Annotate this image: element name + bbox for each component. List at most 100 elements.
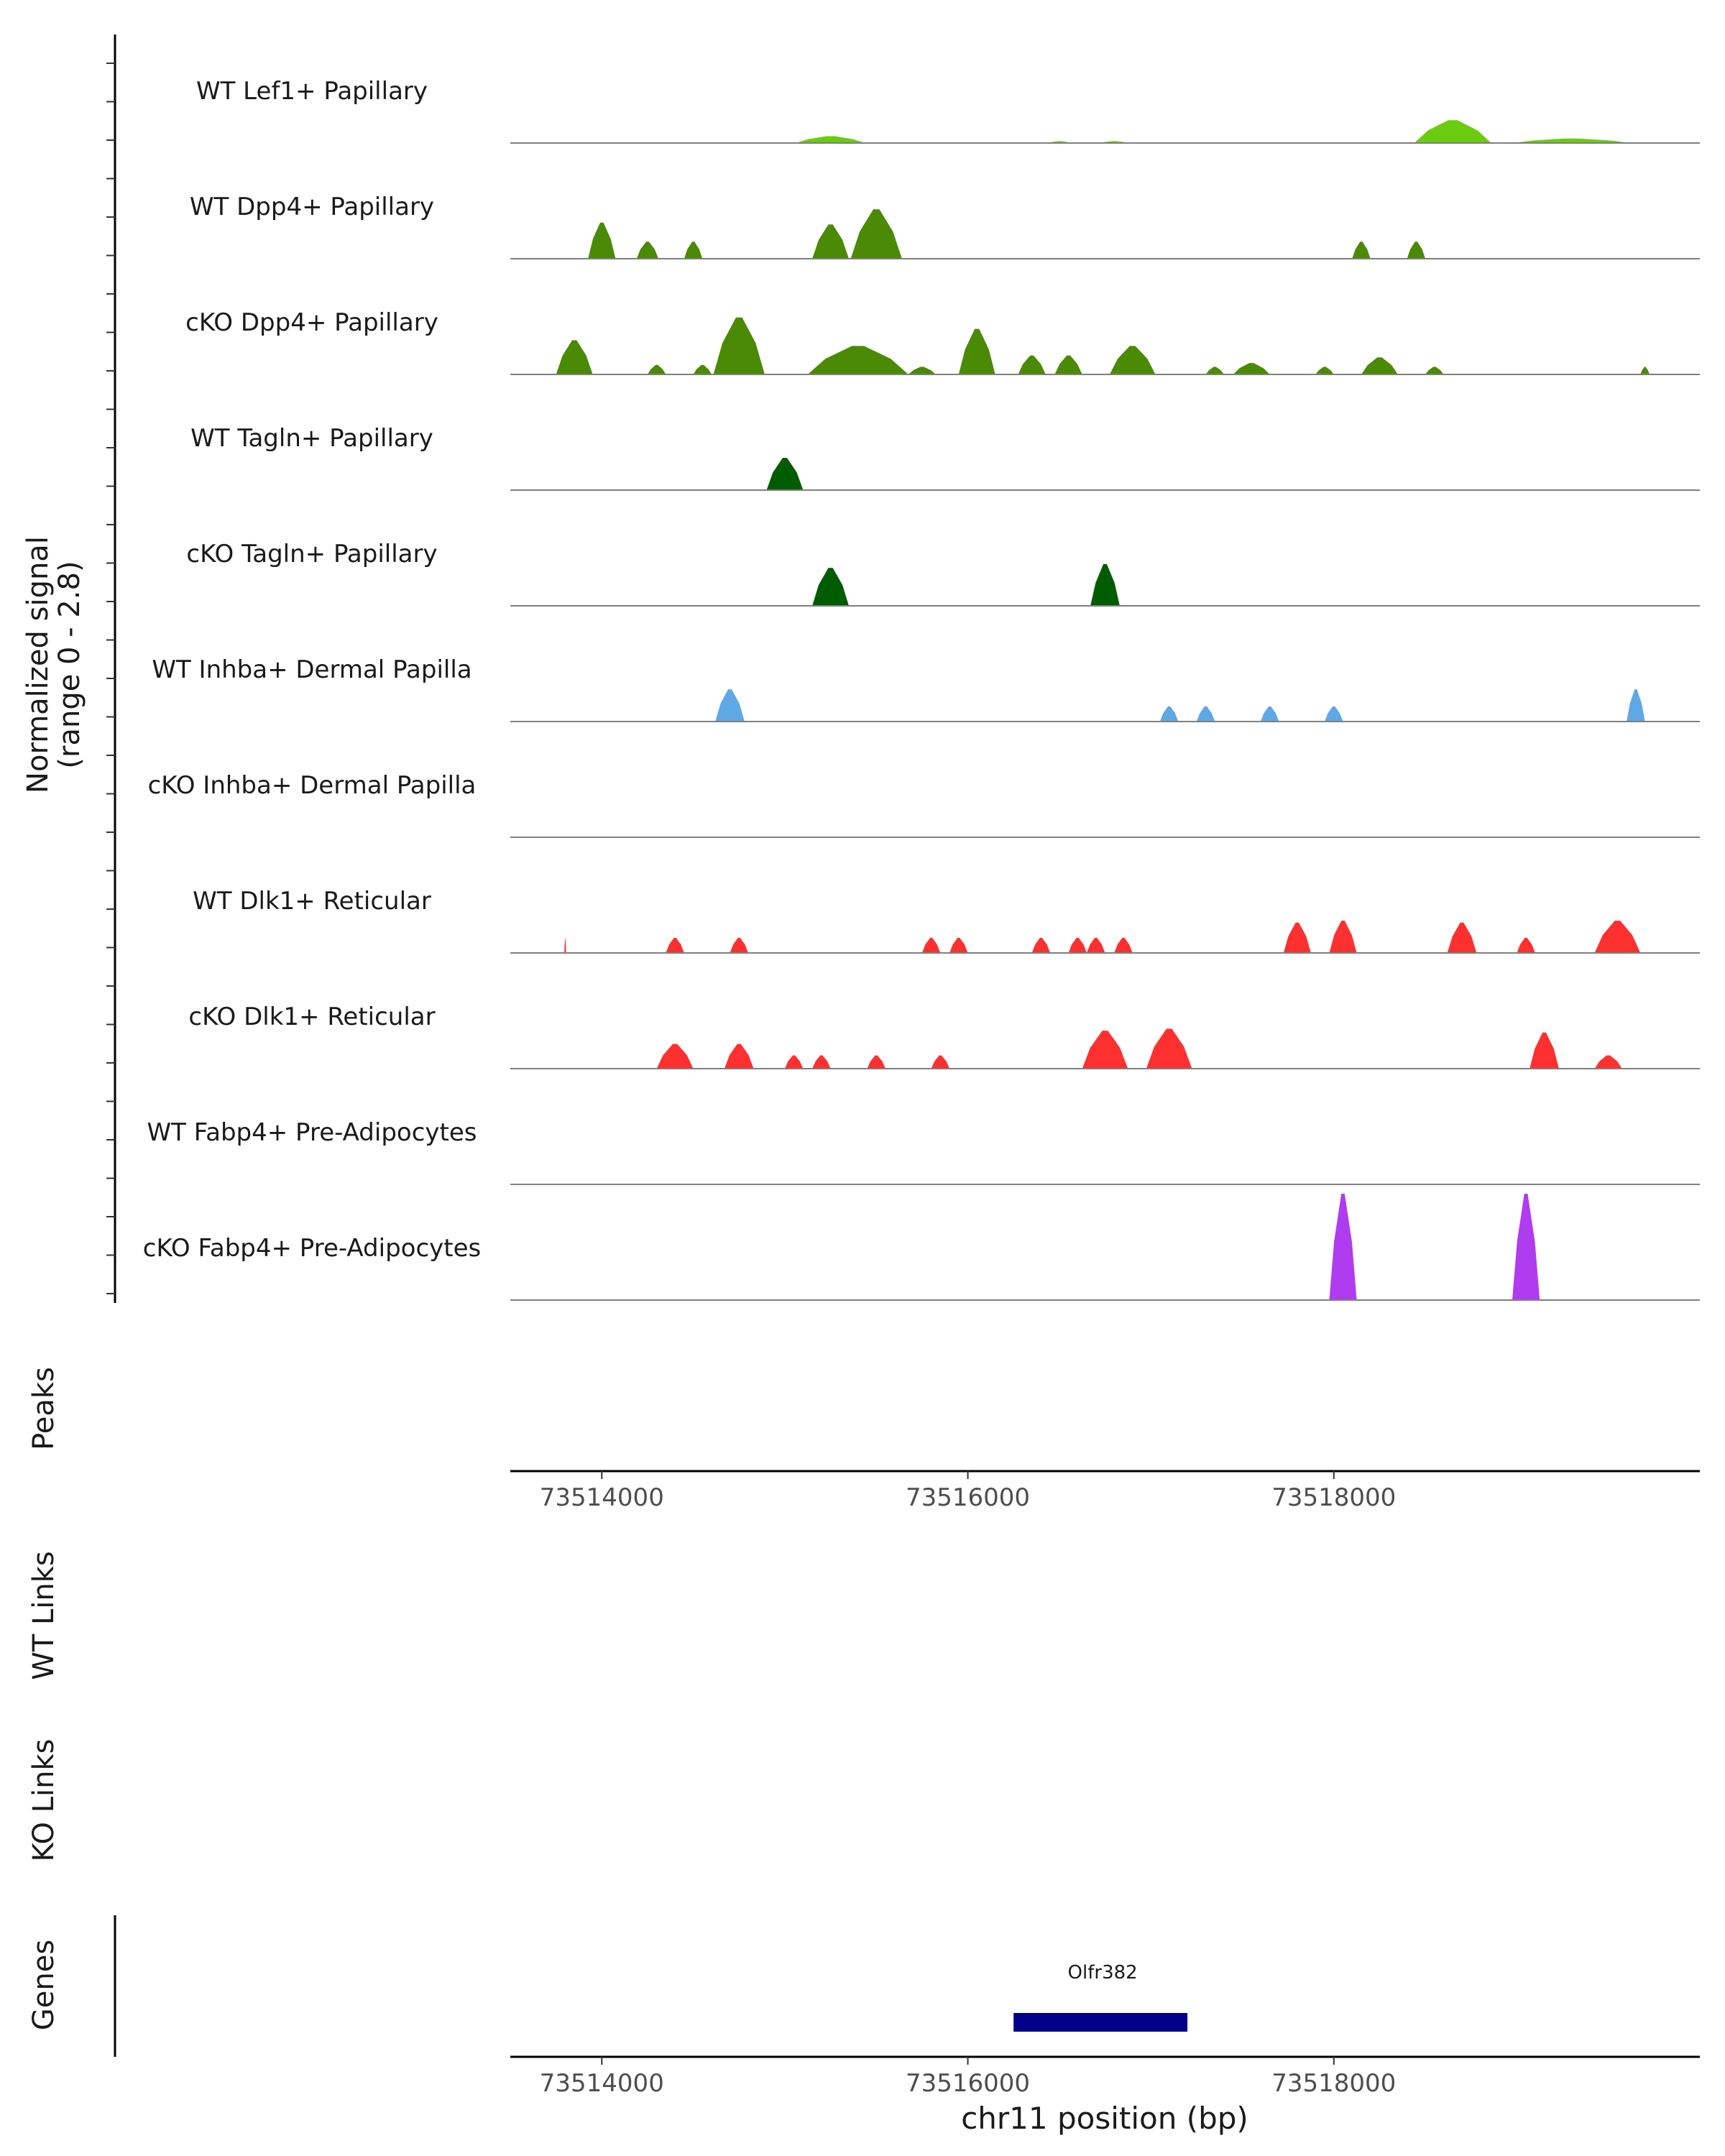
- coverage-peak: [1283, 922, 1311, 953]
- coverage-peak: [812, 568, 849, 606]
- coverage-peak: [684, 241, 703, 259]
- track-wt-lef1-papillary: WT Lef1+ Papillary: [196, 77, 1700, 144]
- coverage-peak: [1159, 706, 1179, 722]
- coverage-peak: [713, 317, 765, 374]
- coverage-peak: [1512, 138, 1632, 143]
- track-wt-tagln-papillary: WT Tagln+ Papillary: [190, 424, 1700, 491]
- genes-panel-label: Genes: [27, 1940, 60, 2030]
- coverage-peak: [812, 1055, 831, 1069]
- coverage-tracks: WT Lef1+ Papillary WT Dpp4+ Papillary cKO …: [143, 77, 1700, 1301]
- coverage-peak: [1196, 706, 1215, 722]
- track-label: cKO Inhba+ Dermal Papilla: [148, 771, 477, 800]
- gene-body: [1013, 2013, 1188, 2032]
- track-cko-tagln-papillary: cKO Tagln+ Papillary: [186, 540, 1700, 607]
- coverage-peak: [867, 1055, 886, 1069]
- coverage-peak: [1087, 937, 1105, 953]
- track-label: cKO Tagln+ Papillary: [186, 540, 437, 568]
- track-label: WT Inhba+ Dermal Papilla: [152, 655, 472, 684]
- track-wt-dlk1-reticular: WT Dlk1+ Reticular: [193, 887, 1700, 954]
- coverage-peak: [1512, 1194, 1540, 1300]
- genes-x-tick-label: 73516000: [906, 2069, 1030, 2098]
- coverage-peak: [724, 1044, 754, 1069]
- coverage-peak: [1146, 1028, 1192, 1069]
- peaks-x-tick-label: 73518000: [1271, 1483, 1396, 1512]
- coverage-peak: [588, 222, 616, 259]
- coverage-peak: [1233, 363, 1270, 374]
- gene-label: Olfr382: [1068, 1962, 1138, 1984]
- track-label: WT Dpp4+ Papillary: [190, 193, 434, 221]
- wt-links-panel-label: WT Links: [27, 1551, 60, 1680]
- peaks-x-tick-label: 73516000: [906, 1483, 1030, 1512]
- coverage-peak: [1517, 937, 1535, 953]
- coverage-peak: [908, 367, 936, 374]
- ko-links-panel-label: KO Links: [27, 1739, 60, 1862]
- coverage-peak: [1054, 355, 1082, 374]
- genes-x-tick-label: 73518000: [1271, 2069, 1396, 2098]
- track-wt-inhba-dermal-papilla: WT Inhba+ Dermal Papilla: [152, 655, 1700, 722]
- coverage-peak: [949, 937, 968, 953]
- track-wt-fabp4-pre-adipocytes: WT Fabp4+ Pre-Adipocytes: [147, 1118, 1700, 1185]
- track-label: WT Tagln+ Papillary: [190, 424, 433, 453]
- coverage-peak: [796, 136, 865, 143]
- coverage-peak: [1315, 367, 1334, 374]
- coverage-peak: [1325, 706, 1343, 722]
- coverage-peak: [1329, 1194, 1357, 1300]
- coverage-peak: [766, 458, 804, 490]
- track-cko-fabp4-pre-adipocytes: cKO Fabp4+ Pre-Adipocytes: [143, 1194, 1700, 1301]
- signal-y-axis: [106, 34, 116, 1303]
- coverage-peak: [1594, 1055, 1622, 1069]
- coverage-peak: [636, 241, 659, 259]
- coverage-peak: [784, 1055, 804, 1069]
- signal-axis-label-line2: (range 0 - 2.8): [53, 561, 86, 768]
- coverage-peak: [1447, 922, 1477, 953]
- track-cko-inhba-dermal-papilla: cKO Inhba+ Dermal Papilla: [148, 771, 1700, 838]
- coverage-peak: [1407, 241, 1426, 259]
- coverage-peak: [1361, 357, 1398, 374]
- coverage-peak: [1594, 921, 1641, 953]
- coverage-peak: [1109, 346, 1156, 374]
- coverage-peak: [1530, 1032, 1559, 1069]
- genes-x-tick-label: 73514000: [540, 2069, 664, 2098]
- coverage-peak: [1329, 921, 1357, 953]
- coverage-peak: [931, 1055, 950, 1069]
- coverage-peak: [958, 328, 995, 374]
- signal-axis-label-line1: Normalized signal: [22, 536, 55, 793]
- coverage-peak: [1414, 120, 1491, 143]
- track-cko-dpp4-papillary: cKO Dpp4+ Papillary: [185, 308, 1700, 375]
- coverage-peak: [1090, 563, 1120, 606]
- track-label: WT Lef1+ Papillary: [196, 77, 428, 106]
- peaks-x-axis: 73514000 73516000 73518000: [510, 1470, 1700, 1512]
- track-label: WT Dlk1+ Reticular: [193, 887, 431, 916]
- coverage-peak: [666, 937, 684, 953]
- coverage-peak: [564, 937, 566, 953]
- coverage-peak: [1352, 241, 1371, 259]
- gene-annotations: Olfr382: [1013, 1962, 1188, 2032]
- track-label: cKO Fabp4+ Pre-Adipocytes: [143, 1234, 482, 1263]
- coverage-peak: [1205, 367, 1224, 374]
- coverage-peak: [1425, 367, 1444, 374]
- coverage-peak: [648, 364, 666, 374]
- coverage-peak: [1031, 937, 1051, 953]
- track-label: cKO Dlk1+ Reticular: [188, 1003, 435, 1031]
- coverage-peak: [1018, 355, 1046, 374]
- coverage-peak: [715, 689, 745, 722]
- coverage-peak: [656, 1044, 694, 1069]
- peaks-x-tick-label: 73514000: [540, 1483, 664, 1512]
- genes-x-axis: 73514000 73516000 73518000: [510, 2055, 1700, 2098]
- coverage-peak: [1627, 689, 1645, 722]
- track-label: cKO Dpp4+ Papillary: [185, 308, 438, 337]
- peaks-panel-label: Peaks: [27, 1367, 60, 1450]
- coverage-peak: [812, 224, 849, 259]
- track-label: WT Fabp4+ Pre-Adipocytes: [147, 1118, 477, 1147]
- coverage-peak: [1082, 1031, 1128, 1069]
- track-cko-dlk1-reticular: cKO Dlk1+ Reticular: [188, 1003, 1700, 1069]
- coverage-peak: [921, 937, 941, 953]
- coverage-peak: [730, 937, 748, 953]
- coverage-peak: [1114, 937, 1133, 953]
- coverage-peak: [1260, 706, 1279, 722]
- coverage-peak: [693, 364, 712, 374]
- coverage-peak: [807, 346, 908, 374]
- x-axis-title: chr11 position (bp): [961, 2101, 1248, 2136]
- signal-axis-label: Normalized signal (range 0 - 2.8): [22, 536, 86, 793]
